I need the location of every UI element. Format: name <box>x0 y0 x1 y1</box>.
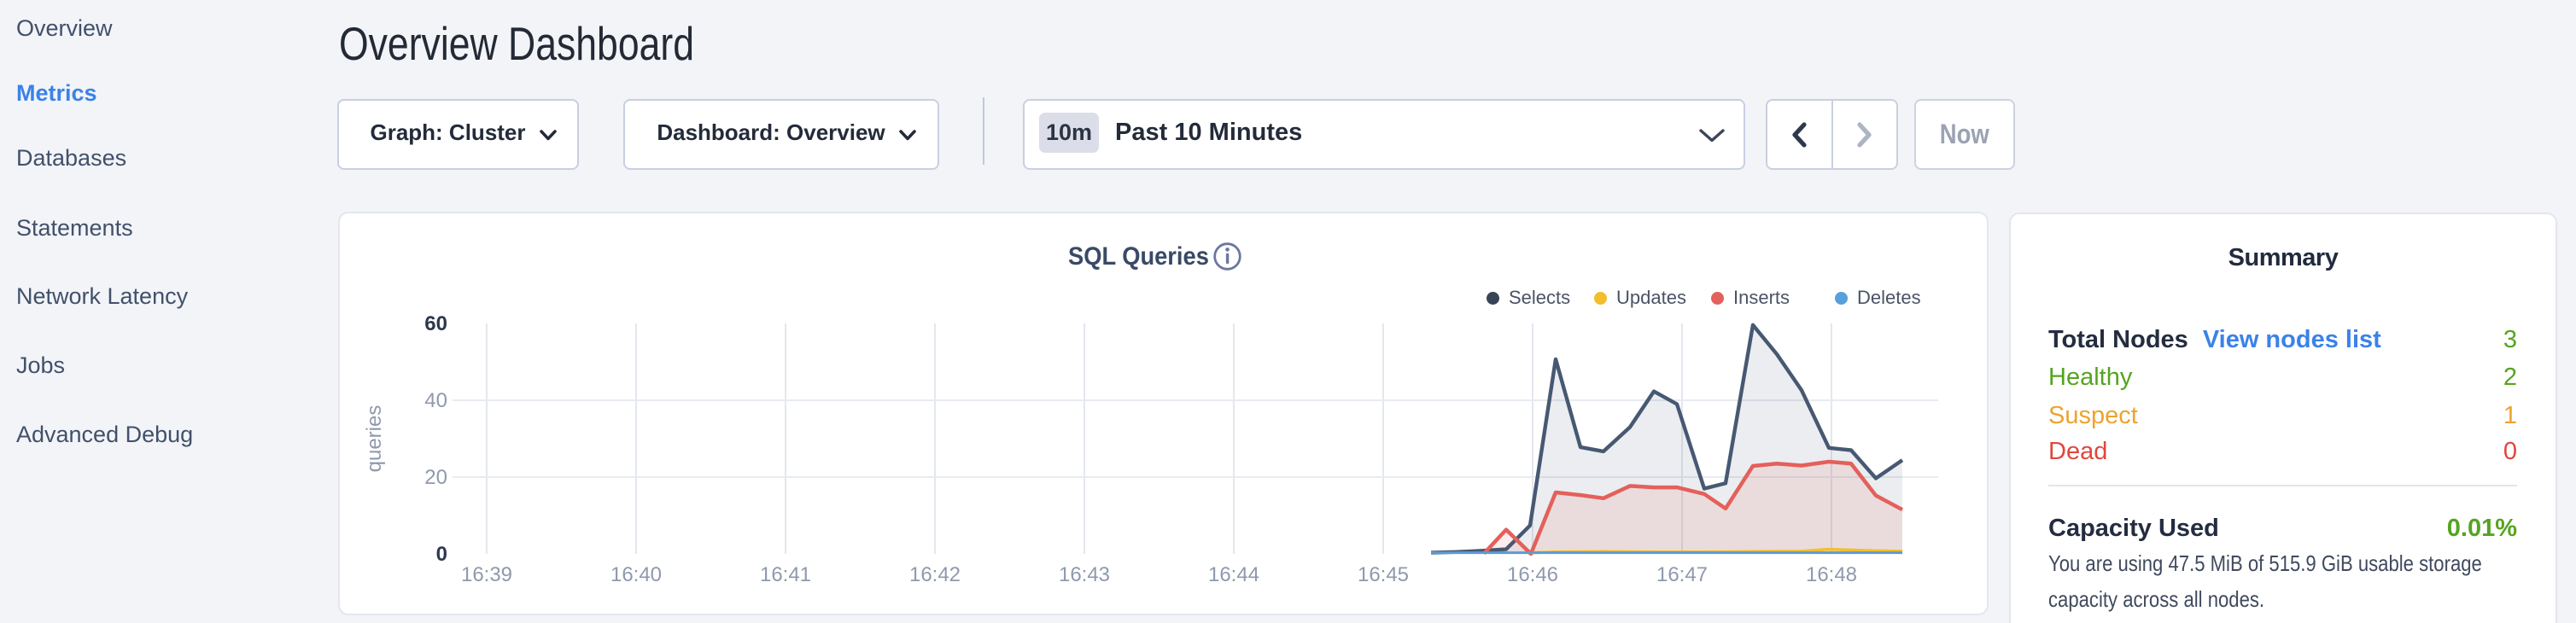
svg-text:0: 0 <box>436 543 447 566</box>
svg-text:16:39: 16:39 <box>461 563 512 586</box>
svg-text:16:43: 16:43 <box>1059 563 1110 586</box>
svg-text:queries: queries <box>363 405 386 473</box>
svg-text:16:40: 16:40 <box>610 563 662 586</box>
svg-text:60: 60 <box>424 312 447 335</box>
svg-text:16:46: 16:46 <box>1507 563 1558 586</box>
svg-text:16:45: 16:45 <box>1358 563 1409 586</box>
svg-text:16:41: 16:41 <box>760 563 811 586</box>
svg-text:16:44: 16:44 <box>1208 563 1259 586</box>
svg-text:20: 20 <box>424 466 447 489</box>
svg-text:16:42: 16:42 <box>909 563 961 586</box>
svg-text:16:47: 16:47 <box>1656 563 1708 586</box>
svg-text:16:48: 16:48 <box>1806 563 1857 586</box>
svg-text:40: 40 <box>424 389 447 412</box>
